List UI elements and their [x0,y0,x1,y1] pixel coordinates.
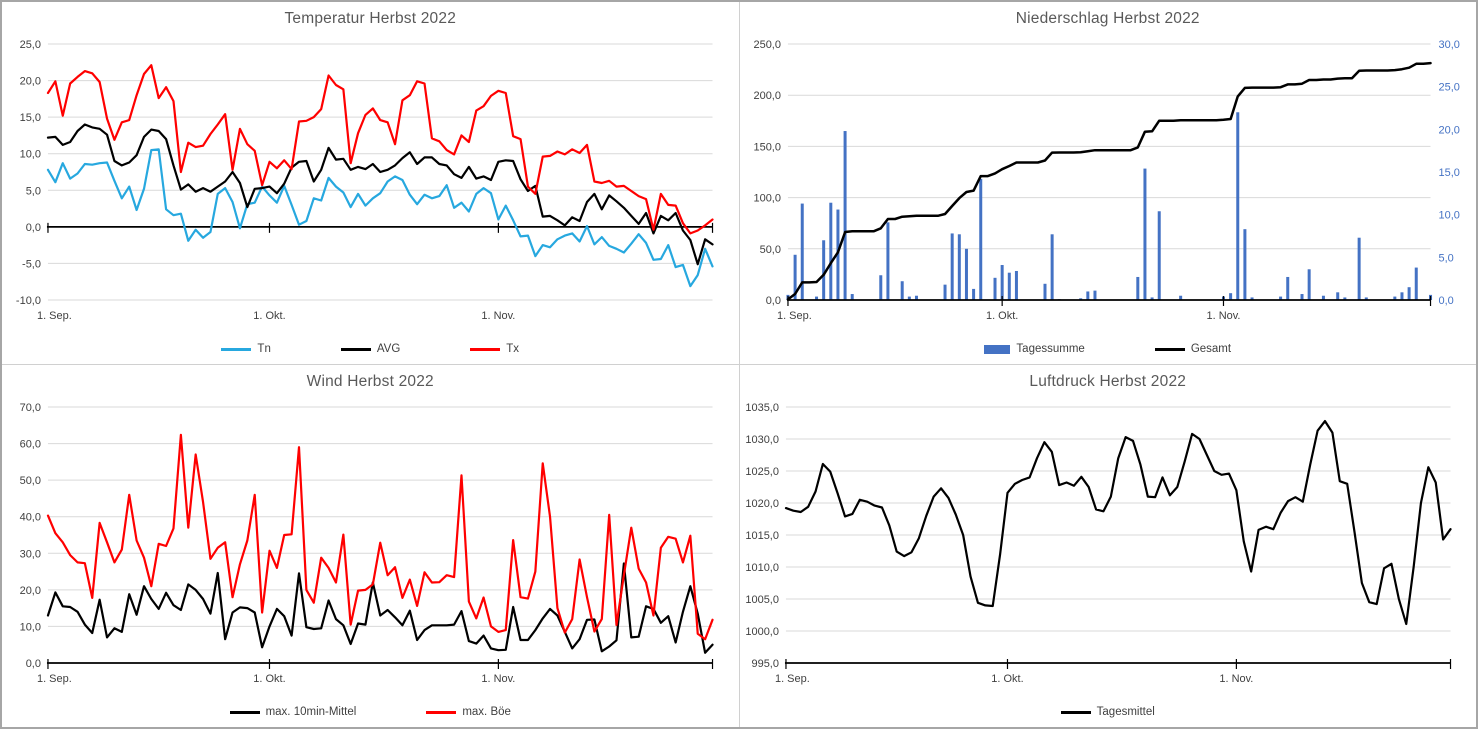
precipitation-chart-canvas: 0,0 50,0 100,0 150,0 200,0 250,0 0,0 5,0 10,0 15,… [753,39,1459,322]
svg-text:1. Okt.: 1. Okt. [253,310,285,322]
svg-text:1. Nov.: 1. Nov. [1206,310,1240,322]
svg-text:1000,0: 1000,0 [745,626,779,638]
legend-line-sample [340,347,371,351]
svg-text:1. Okt.: 1. Okt. [991,673,1023,685]
wind-chart-title: Wind Herbst 2022 [306,373,434,390]
pressure-chart-canvas: 995,0 1000,0 1005,0 1010,0 1015,0 1020,0 1025,… [745,402,1452,685]
panel-pressure: Luftdruck Herbst 2022 995,0 1000,0 1005,0 1… [739,365,1477,727]
panel-temperature: Temperatur Herbst 2022 -10,0 -5,0 0,0 5,0 10… [2,2,739,364]
legend-line-sample [221,347,252,351]
svg-text:40,0: 40,0 [20,512,41,524]
svg-text:10,0: 10,0 [20,621,41,633]
svg-text:1015,0: 1015,0 [745,530,779,542]
svg-text:995,0: 995,0 [751,658,778,670]
svg-text:-5,0: -5,0 [22,258,41,270]
panel-wind: Wind Herbst 2022 0,0 10,0 20,0 30,0 40,0 50,0… [2,365,739,727]
svg-text:1025,0: 1025,0 [745,466,779,478]
svg-text:60,0: 60,0 [20,439,41,451]
svg-text:0,0: 0,0 [26,222,41,234]
svg-text:1. Sep.: 1. Sep. [37,310,72,322]
legend-item-temperature-2: Tx [470,343,519,355]
legend-label: AVG [376,343,401,355]
svg-text:1030,0: 1030,0 [745,434,779,446]
svg-text:1. Sep.: 1. Sep. [776,310,811,322]
pressure-legend: Tagesmittel [740,699,1477,725]
legend-label: Tx [506,343,520,355]
legend-label: Gesamt [1190,343,1232,355]
precipitation-legend: Tagessumme Gesamt [740,336,1477,362]
svg-text:15,0: 15,0 [1438,167,1459,179]
legend-label: Tagessumme [1016,343,1085,355]
pressure-chart-title: Luftdruck Herbst 2022 [1029,373,1187,390]
svg-text:200,0: 200,0 [753,90,780,102]
svg-text:150,0: 150,0 [753,141,780,153]
legend-item-precipitation-1: Gesamt [1154,343,1232,355]
svg-text:25,0: 25,0 [20,39,41,51]
legend-label: Tn [257,343,271,355]
svg-text:25,0: 25,0 [1438,82,1459,94]
svg-text:30,0: 30,0 [20,548,41,560]
legend-label: Tagesmittel [1096,706,1155,718]
svg-text:1035,0: 1035,0 [745,402,779,414]
svg-text:30,0: 30,0 [1438,39,1459,51]
svg-text:1. Nov.: 1. Nov. [481,673,515,685]
svg-text:70,0: 70,0 [20,402,41,414]
svg-text:1. Sep.: 1. Sep. [774,673,809,685]
legend-bar-swatch [984,344,1011,354]
svg-text:0,0: 0,0 [26,658,41,670]
svg-text:20,0: 20,0 [1438,124,1459,136]
svg-text:1. Sep.: 1. Sep. [37,673,72,685]
svg-text:10,0: 10,0 [20,149,41,161]
svg-text:20,0: 20,0 [20,585,41,597]
legend-line-sample [1060,710,1091,714]
wind-legend: max. 10min-Mittel max. Böe [2,699,739,725]
svg-text:20,0: 20,0 [20,76,41,88]
legend-item-precipitation-0: Tagessumme [984,343,1085,355]
svg-text:0,0: 0,0 [1438,295,1453,307]
temperature-legend: Tn AVG Tx [2,336,739,362]
legend-line-sample [229,710,260,714]
legend-label: max. 10min-Mittel [265,706,357,718]
svg-text:1010,0: 1010,0 [745,562,779,574]
svg-text:15,0: 15,0 [20,112,41,124]
wind-chart-canvas: 0,0 10,0 20,0 30,0 40,0 50,0 60,0 70,0 1. Sep. 1.… [20,402,714,685]
temperature-chart-canvas: -10,0 -5,0 0,0 5,0 10,0 15,0 20,0 25,0 1. Sep. 1.… [16,39,714,322]
svg-text:5,0: 5,0 [1438,252,1453,264]
panel-precipitation: Niederschlag Herbst 2022 0,0 50,0 100,0 150… [739,2,1477,364]
svg-text:1005,0: 1005,0 [745,594,779,606]
precipitation-chart-title: Niederschlag Herbst 2022 [1015,10,1200,27]
svg-text:50,0: 50,0 [759,244,780,256]
svg-text:-10,0: -10,0 [16,295,41,307]
svg-text:1. Nov.: 1. Nov. [1219,673,1253,685]
svg-text:5,0: 5,0 [26,185,41,197]
svg-text:1. Okt.: 1. Okt. [253,673,285,685]
legend-item-wind-0: max. 10min-Mittel [229,706,357,718]
legend-line-sample [426,710,457,714]
legend-line-sample [1154,347,1185,351]
legend-line-sample [470,347,501,351]
legend-item-temperature-1: AVG [340,343,401,355]
legend-item-wind-1: max. Böe [426,706,511,718]
svg-text:0,0: 0,0 [765,295,780,307]
svg-text:250,0: 250,0 [753,39,780,51]
svg-text:10,0: 10,0 [1438,210,1459,222]
legend-label: max. Böe [462,706,511,718]
legend-item-temperature-0: Tn [221,343,271,355]
svg-text:1020,0: 1020,0 [745,498,779,510]
svg-text:50,0: 50,0 [20,475,41,487]
temperature-chart-title: Temperatur Herbst 2022 [284,10,457,27]
svg-text:100,0: 100,0 [753,193,780,205]
svg-text:1. Nov.: 1. Nov. [481,310,515,322]
legend-item-pressure-0: Tagesmittel [1060,706,1155,718]
svg-text:1. Okt.: 1. Okt. [985,310,1017,322]
